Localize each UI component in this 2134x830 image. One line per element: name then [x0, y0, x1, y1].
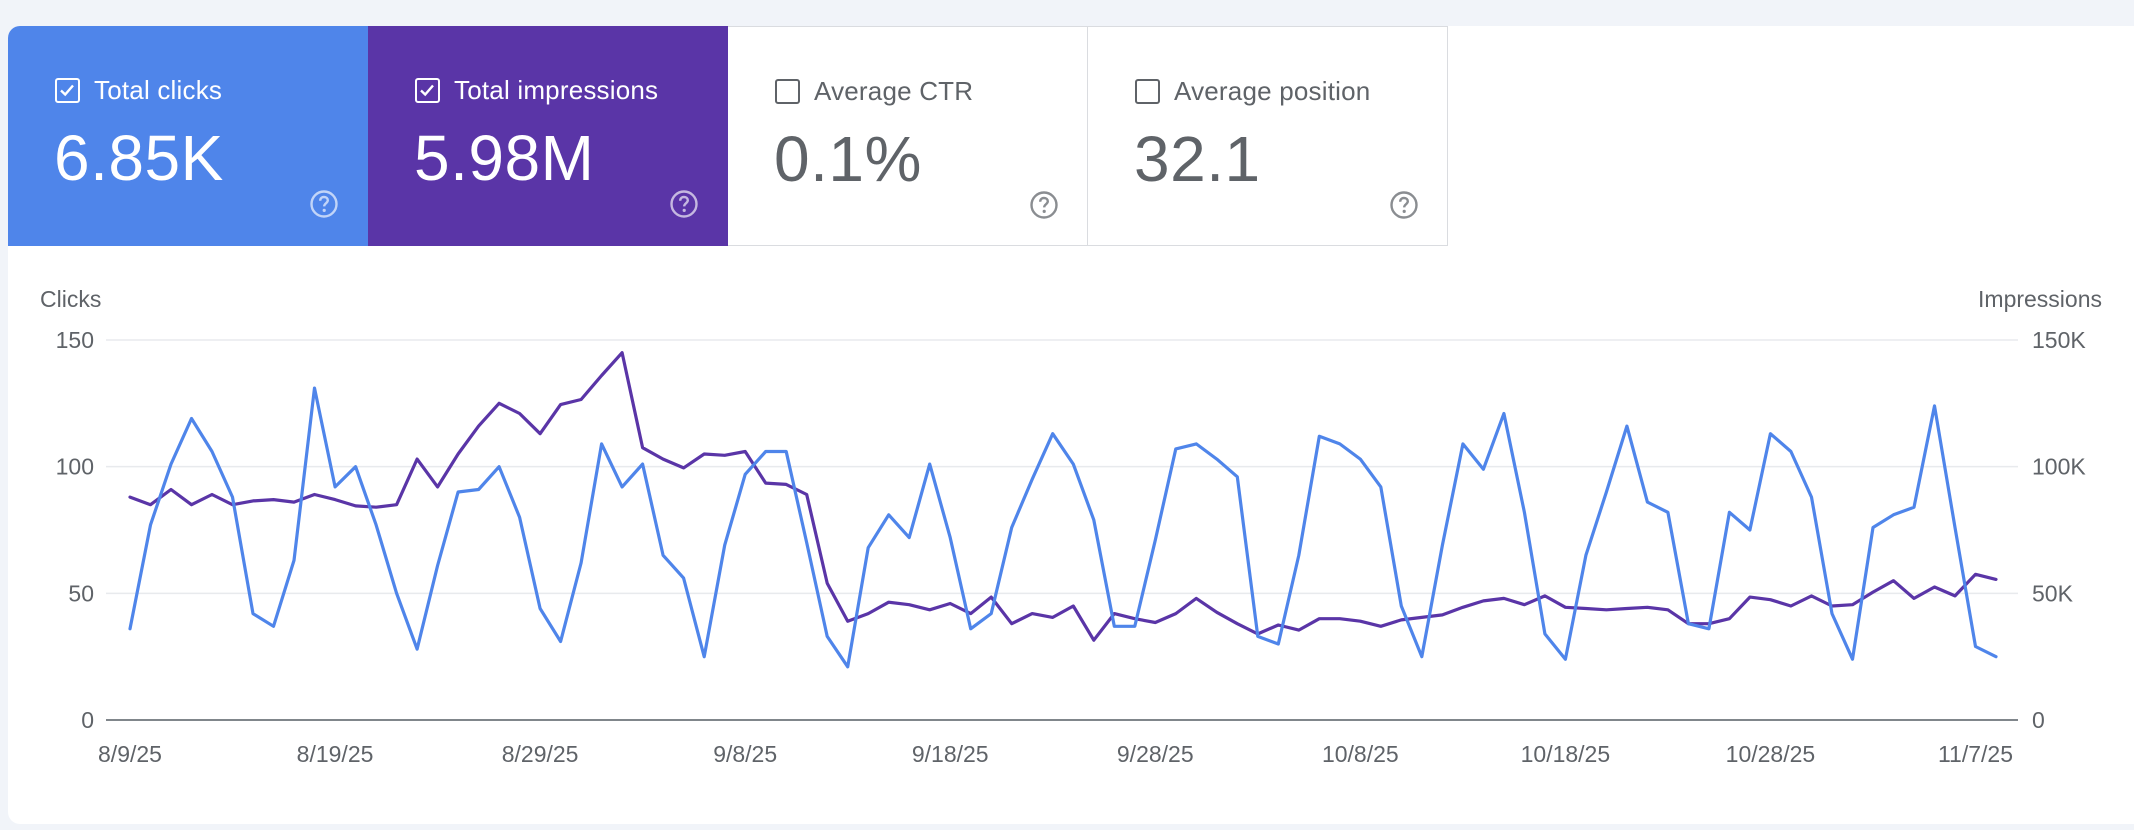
x-tick-label: 10/28/25: [1726, 741, 1816, 767]
left-tick-label: 0: [81, 707, 94, 733]
performance-card: Total clicks 6.85K Total impressions 5.9…: [8, 26, 2134, 824]
help-circle-icon[interactable]: [1029, 190, 1059, 225]
x-tick-label: 10/18/25: [1521, 741, 1611, 767]
metric-tabs: Total clicks 6.85K Total impressions 5.9…: [8, 26, 1448, 246]
right-tick-label: 50K: [2032, 580, 2074, 606]
x-tick-label: 9/28/25: [1117, 741, 1194, 767]
help-circle-icon[interactable]: [309, 189, 339, 224]
right-tick-label: 150K: [2032, 327, 2086, 353]
checkbox-icon[interactable]: [415, 78, 440, 103]
metric-label: Total impressions: [454, 75, 659, 105]
right-axis-title: Impressions: [1978, 286, 2102, 312]
left-tick-label: 100: [56, 454, 94, 480]
help-circle-icon[interactable]: [669, 189, 699, 224]
metric-header: Average CTR: [775, 76, 973, 107]
impressions-series-line: [128, 351, 1998, 642]
x-tick-label: 8/19/25: [297, 741, 374, 767]
x-tick-label: 11/7/25: [1938, 741, 2013, 767]
metric-header: Total impressions: [415, 75, 658, 106]
metric-label: Average CTR: [814, 76, 974, 106]
metric-header: Total clicks: [55, 75, 222, 106]
left-tick-label: 150: [56, 327, 94, 353]
right-tick-label: 0: [2032, 707, 2045, 733]
x-tick-label: 10/8/25: [1322, 741, 1399, 767]
metric-label: Total clicks: [94, 75, 223, 105]
metric-value: 5.98M: [414, 122, 595, 194]
x-tick-label: 8/29/25: [502, 741, 579, 767]
x-tick-label: 9/8/25: [713, 741, 777, 767]
left-axis-title: Clicks: [40, 286, 101, 312]
x-tick-label: 8/9/25: [98, 741, 162, 767]
metric-value: 0.1%: [774, 123, 922, 195]
performance-chart: Clicks Impressions 0 0 50 50K 100 100K 150 150K…: [40, 286, 2102, 767]
checkbox-icon[interactable]: [55, 78, 80, 103]
metric-total-impressions[interactable]: Total impressions 5.98M: [368, 26, 728, 246]
metric-header: Average position: [1135, 76, 1370, 107]
left-tick-label: 50: [68, 580, 94, 606]
checkbox-icon[interactable]: [775, 79, 800, 104]
right-tick-label: 100K: [2032, 454, 2086, 480]
metric-total-clicks[interactable]: Total clicks 6.85K: [8, 26, 368, 246]
metric-value: 32.1: [1134, 123, 1261, 195]
metric-average-position[interactable]: Average position 32.1: [1088, 26, 1448, 246]
metric-value: 6.85K: [54, 122, 224, 194]
help-circle-icon[interactable]: [1389, 190, 1419, 225]
clicks-series-line: [128, 386, 1998, 669]
x-tick-label: 9/18/25: [912, 741, 989, 767]
checkbox-icon[interactable]: [1135, 79, 1160, 104]
metric-average-ctr[interactable]: Average CTR 0.1%: [728, 26, 1088, 246]
metric-label: Average position: [1174, 76, 1371, 106]
